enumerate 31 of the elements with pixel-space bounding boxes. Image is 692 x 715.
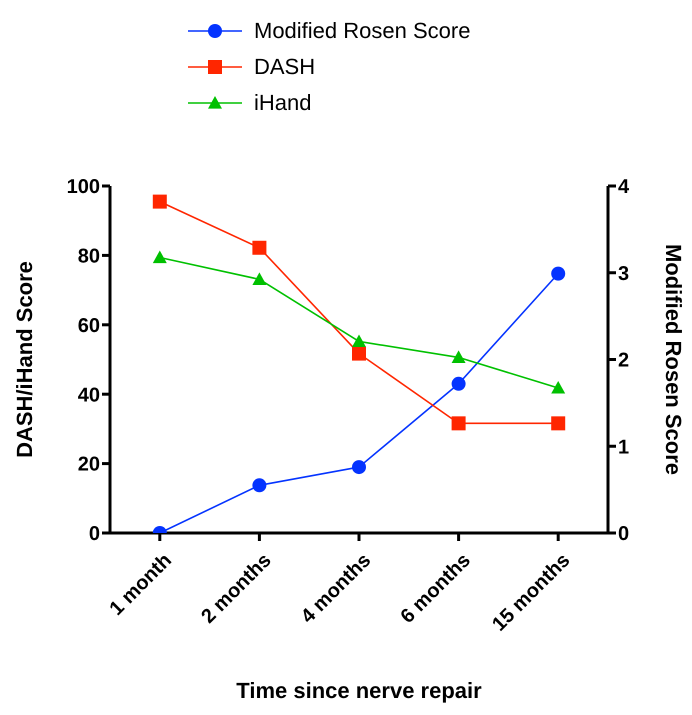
y2-tick-label: 4: [618, 176, 630, 198]
point: [551, 380, 566, 394]
y-tick-label: 80: [78, 246, 100, 268]
point: [252, 272, 266, 285]
point: [152, 194, 167, 209]
y-tick-label: 100: [66, 176, 100, 198]
point: [252, 478, 266, 492]
point: [452, 350, 466, 364]
legend-label: iHand: [254, 90, 312, 116]
y2-tick-label: 3: [618, 262, 630, 285]
y-tick-label: 40: [78, 384, 100, 406]
x-axis-title: Time since nerve repair: [236, 678, 482, 703]
y-axis-title: DASH/iHand Score: [12, 261, 37, 458]
point: [452, 376, 466, 391]
point: [352, 334, 366, 348]
y-tick-label: 60: [78, 314, 100, 337]
y2-tick-label: 0: [618, 523, 630, 546]
y-tick-label: 20: [78, 454, 100, 476]
point: [551, 416, 566, 430]
point: [252, 240, 266, 255]
point: [352, 460, 366, 474]
y2-tick-label: 1: [618, 436, 630, 458]
point: [152, 250, 167, 264]
point: [452, 416, 466, 430]
point: [551, 266, 566, 281]
legend-label: DASH: [254, 54, 316, 80]
point: [352, 346, 366, 361]
y-tick-label: 0: [88, 523, 100, 546]
y2-axis-title: Modified Rosen Score: [661, 244, 686, 476]
legend-label: Modified Rosen Score: [254, 18, 470, 44]
y2-tick-label: 2: [618, 350, 630, 372]
